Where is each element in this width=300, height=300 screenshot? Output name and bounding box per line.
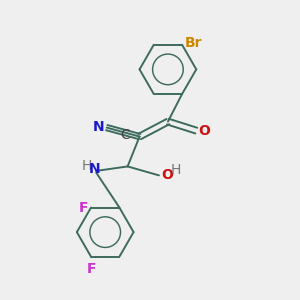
Text: N: N	[89, 162, 100, 176]
Text: F: F	[79, 201, 88, 214]
Text: O: O	[161, 168, 173, 182]
Text: Br: Br	[185, 36, 202, 50]
Text: O: O	[199, 124, 211, 139]
Text: F: F	[86, 262, 96, 276]
Text: N: N	[93, 120, 104, 134]
Text: H: H	[82, 158, 92, 172]
Text: H: H	[170, 163, 181, 177]
Text: C: C	[121, 128, 130, 142]
